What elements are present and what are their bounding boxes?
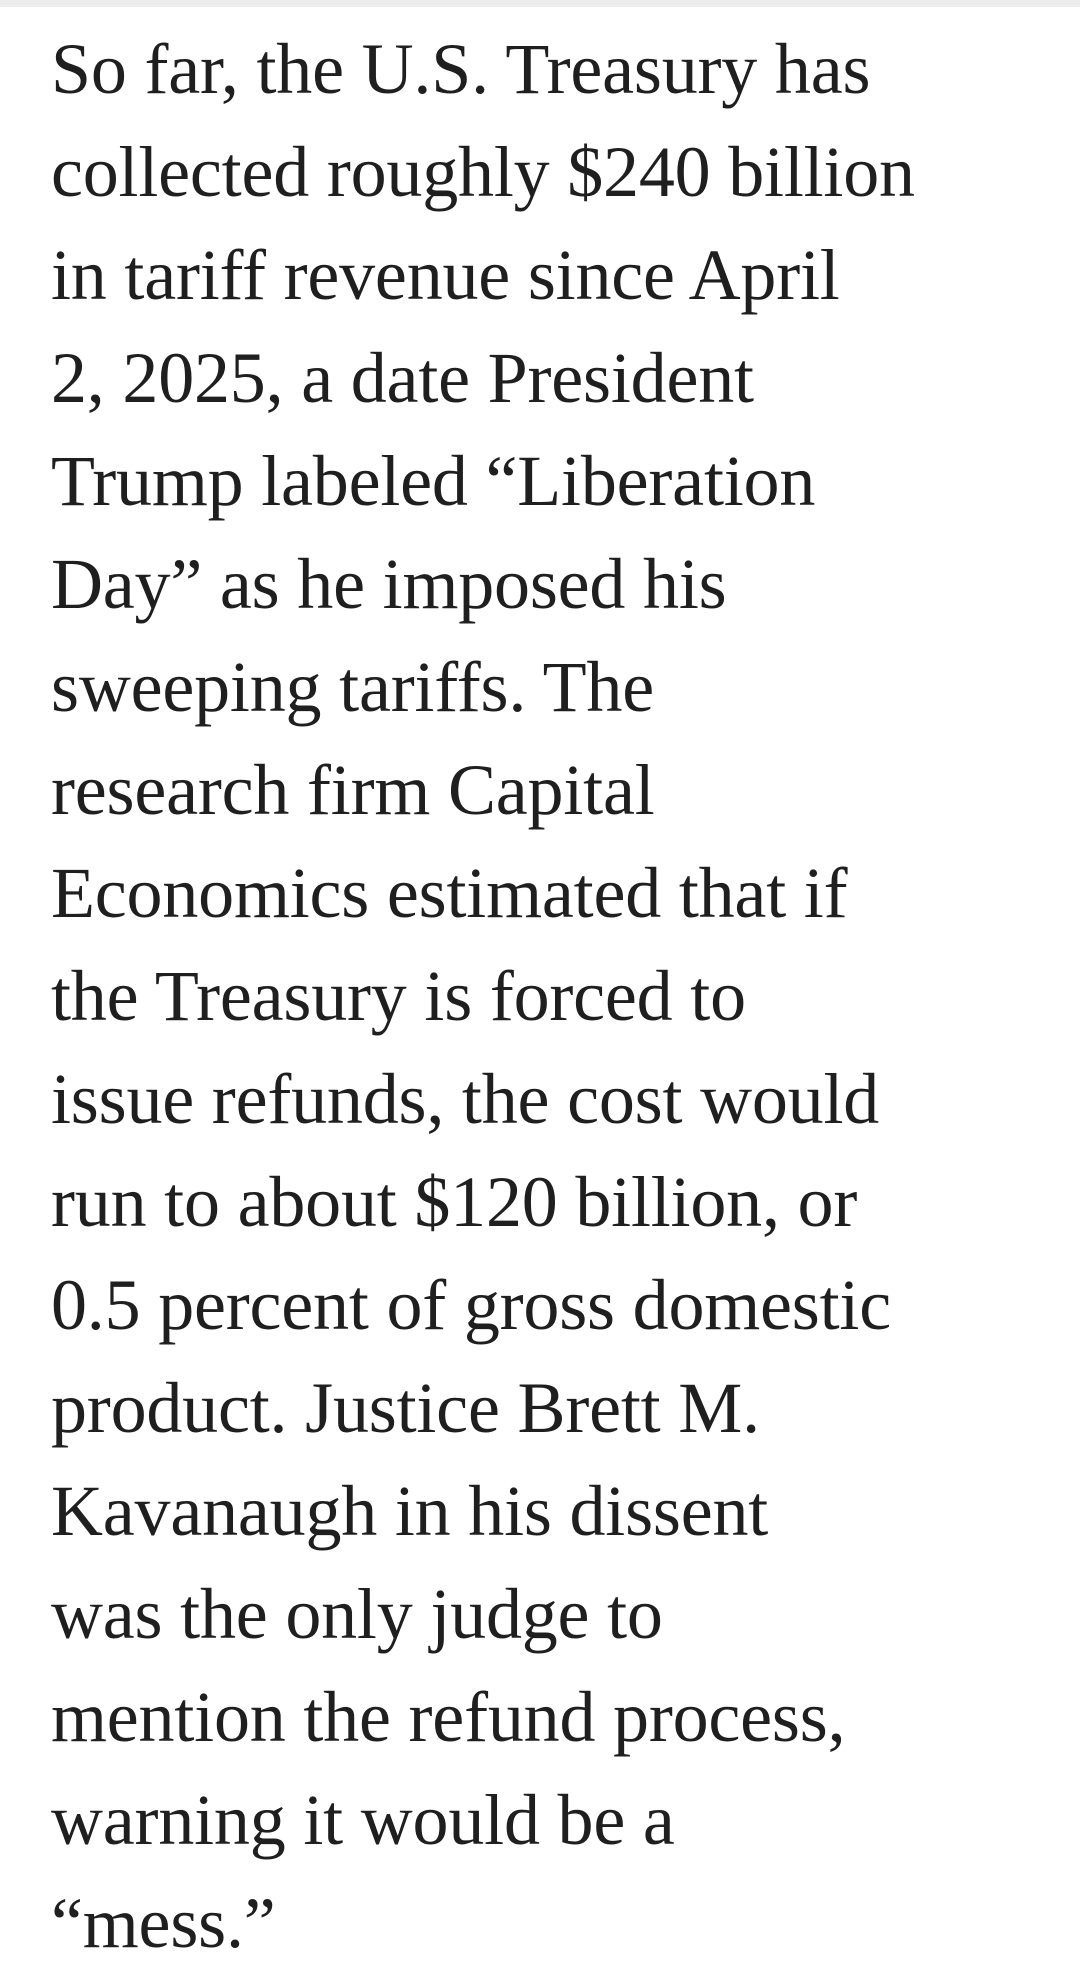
article-line: 2, 2025, a date President: [51, 338, 754, 418]
article-line: in tariff revenue since April: [51, 235, 840, 315]
article-line: was the only judge to: [51, 1574, 663, 1654]
article-line: “mess.”: [51, 1883, 276, 1963]
article-line: mention the refund process,: [51, 1677, 846, 1757]
article-line: So far, the U.S. Treasury has: [51, 29, 871, 109]
article-body: So far, the U.S. Treasury has collected …: [51, 18, 1051, 1975]
article-line: the Treasury is forced to: [51, 956, 746, 1036]
article-line: Day” as he imposed his: [51, 544, 727, 624]
article-line: Kavanaugh in his dissent: [51, 1471, 769, 1551]
article-line: Economics estimated that if: [51, 853, 848, 933]
article-line: research firm Capital: [51, 750, 655, 830]
top-border: [0, 0, 1080, 7]
article-line: collected roughly $240 billion: [51, 132, 915, 212]
article-line: run to about $120 billion, or: [51, 1162, 858, 1242]
article-line: issue refunds, the cost would: [51, 1059, 880, 1139]
article-line: product. Justice Brett M.: [51, 1368, 760, 1448]
article-line: sweeping tariffs. The: [51, 647, 654, 727]
article-line: Trump labeled “Liberation: [51, 441, 816, 521]
article-line: 0.5 percent of gross domestic: [51, 1265, 891, 1345]
article-line: warning it would be a: [51, 1780, 675, 1860]
